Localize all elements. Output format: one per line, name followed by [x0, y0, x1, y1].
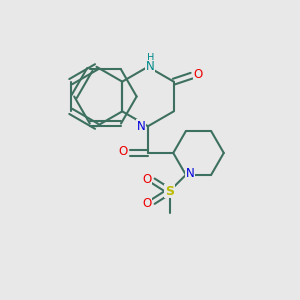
Text: O: O — [194, 68, 203, 81]
Text: N: N — [146, 60, 155, 73]
Text: O: O — [118, 145, 127, 158]
Text: O: O — [142, 196, 151, 210]
Text: O: O — [142, 173, 151, 186]
Text: S: S — [165, 185, 174, 198]
Text: N: N — [137, 120, 146, 133]
Text: N: N — [186, 167, 195, 180]
Text: H: H — [147, 53, 154, 63]
